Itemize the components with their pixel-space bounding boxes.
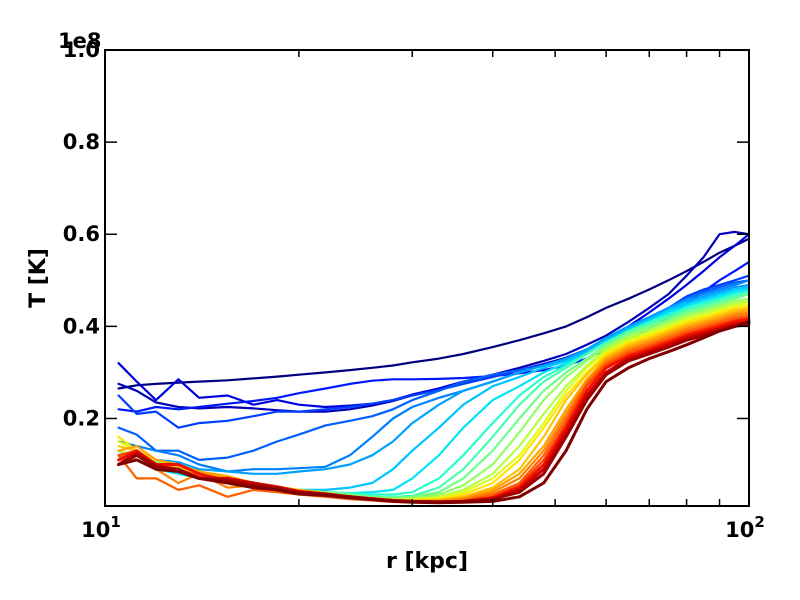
x-tick-label: 101 bbox=[81, 513, 121, 542]
y-tick-label: 0.2 bbox=[63, 406, 100, 430]
ticks-layer: 0.2 0.4 0.6 0.8 1.0 101 102 bbox=[63, 38, 765, 542]
y-tick-label: 0.4 bbox=[63, 314, 100, 338]
y-tick-label: 1.0 bbox=[63, 38, 100, 62]
series-line-t25 bbox=[117, 320, 751, 505]
offset-text: 1e8 bbox=[58, 29, 101, 53]
y-tick-label: 0.8 bbox=[63, 130, 100, 154]
series-line-t7 bbox=[117, 283, 751, 475]
series-line-t18 bbox=[117, 309, 751, 503]
plot-frame bbox=[104, 49, 750, 507]
y-tick-label: 0.6 bbox=[63, 222, 100, 246]
x-axis-label: r [kpc] bbox=[386, 549, 468, 574]
y-axis-label: T [K] bbox=[26, 248, 51, 308]
series-line-t0 bbox=[117, 237, 751, 390]
series-layer bbox=[117, 230, 751, 505]
x-tick-label: 102 bbox=[725, 513, 765, 542]
series-line-t17 bbox=[117, 306, 751, 502]
